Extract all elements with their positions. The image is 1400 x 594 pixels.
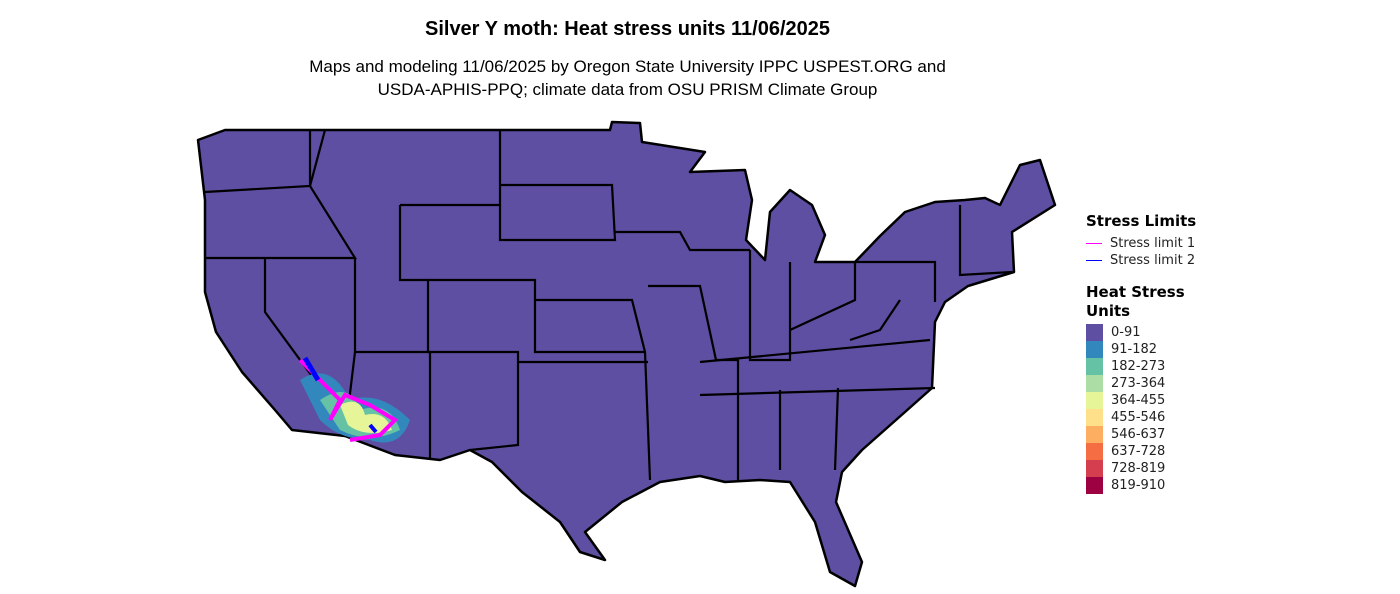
map-title: Silver Y moth: Heat stress units 11/06/2… bbox=[424, 18, 831, 40]
color-swatch bbox=[1086, 409, 1103, 426]
heat-legend-title-2: Units bbox=[1086, 302, 1131, 320]
heat-stress-hotspot bbox=[298, 356, 410, 443]
heat-legend-item: 182-273 bbox=[1086, 358, 1196, 375]
legend-label: 182-273 bbox=[1111, 359, 1166, 374]
heat-legend-item: 273-364 bbox=[1086, 375, 1196, 392]
stress-legend-title: Stress Limits bbox=[1086, 212, 1197, 230]
color-swatch bbox=[1086, 443, 1103, 460]
heat-legend-item: 546-637 bbox=[1086, 426, 1196, 443]
heat-legend-title: Heat Stress bbox=[1086, 283, 1185, 301]
legend-label: Stress limit 2 bbox=[1110, 253, 1196, 268]
color-swatch bbox=[1086, 341, 1103, 358]
legend-label: Stress limit 1 bbox=[1110, 236, 1196, 251]
legend-label: 728-819 bbox=[1111, 461, 1166, 476]
heat-legend-item: 91-182 bbox=[1086, 341, 1196, 358]
color-swatch bbox=[1086, 324, 1103, 341]
stress-legend-item: Stress limit 1 bbox=[1086, 235, 1196, 252]
subtitle-line-1: Maps and modeling 11/06/2025 by Oregon S… bbox=[309, 57, 946, 76]
legend-label: 546-637 bbox=[1111, 427, 1166, 442]
color-swatch bbox=[1086, 358, 1103, 375]
legend: Stress Limits Stress limit 1 Stress limit… bbox=[1086, 212, 1196, 494]
stress-legend: Stress limit 1 Stress limit 2 bbox=[1086, 235, 1196, 269]
heat-legend-item: 364-455 bbox=[1086, 392, 1196, 409]
color-swatch bbox=[1086, 477, 1103, 494]
heat-legend-item: 819-910 bbox=[1086, 477, 1196, 494]
color-swatch bbox=[1086, 392, 1103, 409]
heat-legend-item: 637-728 bbox=[1086, 443, 1196, 460]
color-swatch bbox=[1086, 460, 1103, 477]
heat-legend-item: 0-91 bbox=[1086, 324, 1196, 341]
line-swatch bbox=[1086, 243, 1102, 244]
heat-legend-item: 728-819 bbox=[1086, 460, 1196, 477]
color-swatch bbox=[1086, 375, 1103, 392]
heat-legend: 0-91 91-182 182-273 273-364 364-455 455-546 54… bbox=[1086, 324, 1196, 494]
legend-label: 273-364 bbox=[1111, 376, 1166, 391]
heat-legend-item: 455-546 bbox=[1086, 409, 1196, 426]
legend-label: 0-91 bbox=[1111, 325, 1141, 340]
state-borders bbox=[204, 129, 1013, 481]
subtitle-line-2: USDA-APHIS-PPQ; climate data from OSU PR… bbox=[377, 80, 878, 99]
conus-outline bbox=[196, 120, 1057, 588]
legend-label: 364-455 bbox=[1111, 393, 1166, 408]
line-swatch bbox=[1086, 260, 1102, 261]
color-swatch bbox=[1086, 426, 1103, 443]
map-subtitle: Maps and modeling 11/06/2025 by Oregon S… bbox=[0, 55, 1255, 101]
legend-label: 637-728 bbox=[1111, 444, 1166, 459]
legend-label: 455-546 bbox=[1111, 410, 1166, 425]
stress-legend-item: Stress limit 2 bbox=[1086, 252, 1196, 269]
legend-label: 819-910 bbox=[1111, 478, 1166, 493]
legend-label: 91-182 bbox=[1111, 342, 1158, 357]
